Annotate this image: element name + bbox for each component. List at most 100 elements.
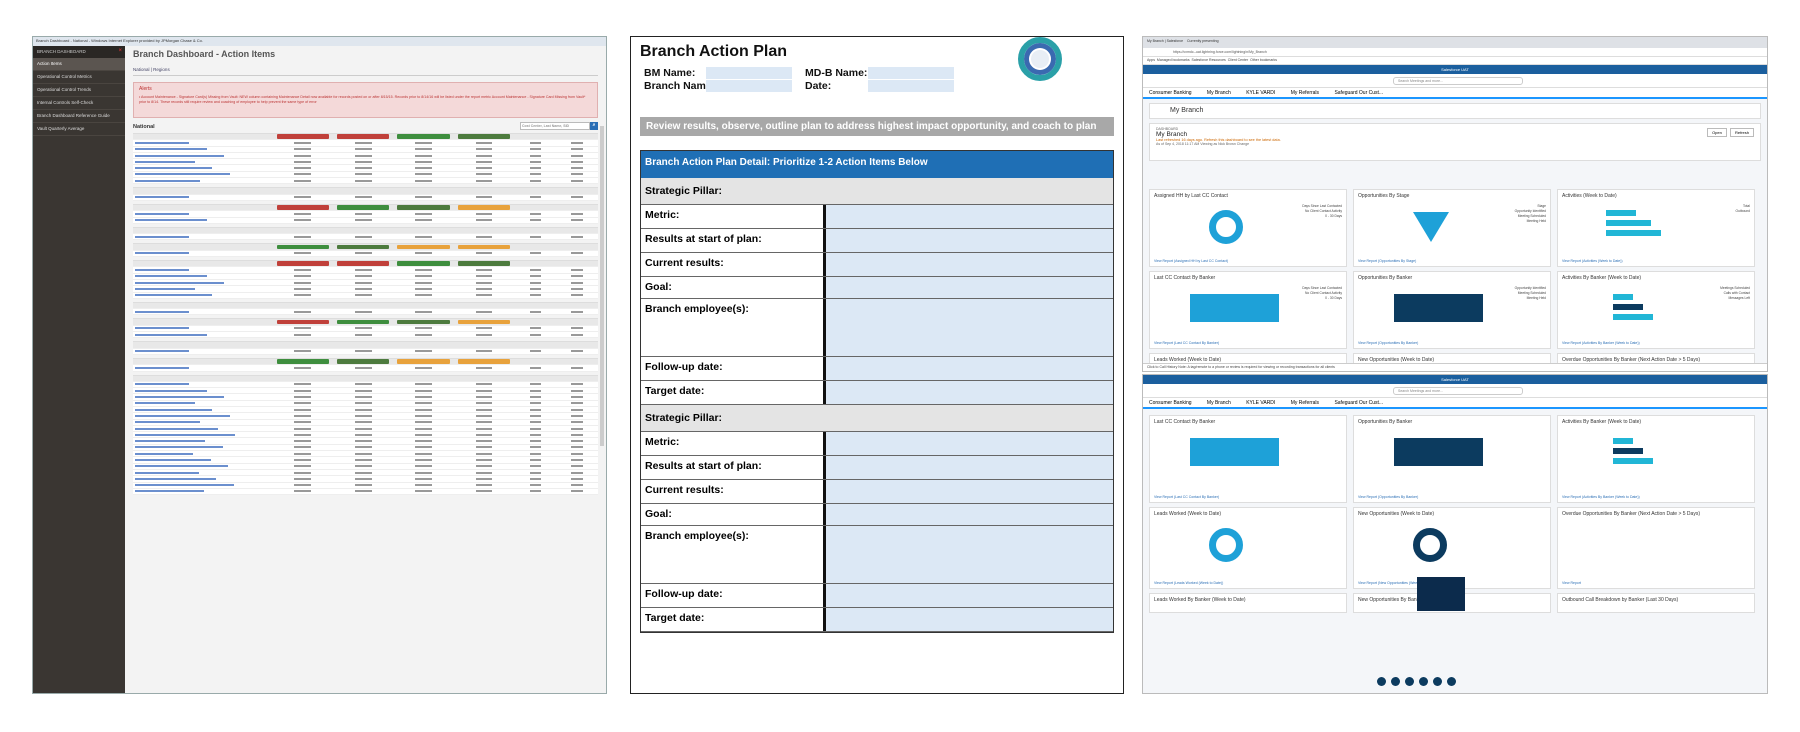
plan-row-input[interactable] xyxy=(826,299,1113,356)
tab-kyle-vardi[interactable]: KYLE VARDI xyxy=(1246,90,1276,96)
metric-link[interactable] xyxy=(135,427,218,430)
bar-chart-bar[interactable] xyxy=(1613,438,1633,444)
bm-name-field[interactable] xyxy=(706,67,792,79)
action-button-icon[interactable] xyxy=(1433,677,1442,686)
metric-link[interactable] xyxy=(135,471,199,474)
metric-link[interactable] xyxy=(135,160,195,163)
bar-chart-bar[interactable] xyxy=(1613,304,1643,310)
donut-chart[interactable] xyxy=(1209,210,1244,244)
table-row[interactable] xyxy=(133,489,598,496)
table-row[interactable] xyxy=(133,280,598,287)
plan-row-input[interactable] xyxy=(826,608,1113,631)
metric-link[interactable] xyxy=(135,275,207,278)
plan-row-input[interactable] xyxy=(826,526,1113,583)
table-row[interactable] xyxy=(133,218,598,224)
sidebar-item-action-items[interactable]: Action Items xyxy=(33,58,125,71)
table-row[interactable] xyxy=(133,267,598,274)
view-report-link[interactable]: View Report (Leads Worked (Week to Date)… xyxy=(1154,581,1224,585)
table-row[interactable] xyxy=(133,251,598,258)
metric-link[interactable] xyxy=(135,268,190,271)
table-row[interactable] xyxy=(133,451,598,458)
plan-row-input[interactable] xyxy=(826,504,1113,525)
metric-link[interactable] xyxy=(135,389,207,392)
sidebar-item-vault-average[interactable]: Vault Quarterly Average xyxy=(33,123,125,136)
bar-chart-bar[interactable] xyxy=(1606,210,1636,216)
metric-link[interactable] xyxy=(135,383,190,386)
action-button-icon[interactable] xyxy=(1447,677,1456,686)
plan-row-input[interactable] xyxy=(826,584,1113,607)
table-row[interactable] xyxy=(133,457,598,464)
refresh-button[interactable]: Refresh xyxy=(1729,128,1754,137)
sidebar-item-self-check[interactable]: Internal Controls Self-Check xyxy=(33,97,125,110)
table-row[interactable] xyxy=(133,195,598,201)
view-report-link[interactable]: View Report (New Opportunities (Week to … xyxy=(1358,581,1434,585)
plan-row-input[interactable] xyxy=(826,253,1113,276)
table-row[interactable] xyxy=(133,153,598,160)
table-row[interactable] xyxy=(133,165,598,172)
table-row[interactable] xyxy=(133,476,598,483)
view-report-link[interactable]: View Report (Last CC Contact By Banker) xyxy=(1154,341,1220,345)
plan-row-input[interactable] xyxy=(826,205,1113,228)
sidebar-item-reference-guide[interactable]: Branch Dashboard Reference Guide xyxy=(33,110,125,123)
date-field[interactable] xyxy=(868,80,954,92)
metric-link[interactable] xyxy=(135,173,230,176)
metric-link[interactable] xyxy=(135,287,195,290)
bar-chart-bar[interactable] xyxy=(1606,220,1651,226)
close-icon[interactable]: × xyxy=(118,48,122,54)
metric-link[interactable] xyxy=(135,294,213,297)
bar-chart-bar[interactable] xyxy=(1394,438,1484,466)
metric-link[interactable] xyxy=(135,179,201,182)
view-report-link[interactable]: View Report (Assigned HH by Last CC Cont… xyxy=(1154,259,1229,263)
table-row[interactable] xyxy=(133,274,598,280)
action-button-icon[interactable] xyxy=(1419,677,1428,686)
view-report-link[interactable]: View Report (Last CC Contact By Banker) xyxy=(1154,495,1220,499)
table-row[interactable] xyxy=(133,420,598,426)
table-row[interactable] xyxy=(133,332,598,339)
metric-link[interactable] xyxy=(135,167,213,170)
metric-link[interactable] xyxy=(135,235,190,238)
metric-link[interactable] xyxy=(135,366,190,369)
global-search-input[interactable]: Search Meetings and more... xyxy=(1393,77,1523,85)
table-row[interactable] xyxy=(133,382,598,389)
mdb-name-field[interactable] xyxy=(868,67,954,79)
metric-link[interactable] xyxy=(135,327,190,330)
view-report-link[interactable]: View Report xyxy=(1562,581,1582,585)
table-row[interactable] xyxy=(133,407,598,414)
table-row[interactable] xyxy=(133,438,598,445)
metric-link[interactable] xyxy=(135,196,190,199)
plan-row-input[interactable] xyxy=(826,480,1113,503)
plan-row-input[interactable] xyxy=(826,277,1113,298)
metric-link[interactable] xyxy=(135,281,225,284)
view-report-link[interactable]: View Report (Activities (Week to Date)) xyxy=(1562,259,1623,263)
bar-chart-bar[interactable] xyxy=(1606,230,1661,236)
bar-chart-bar[interactable] xyxy=(1190,294,1280,322)
metric-link[interactable] xyxy=(135,333,207,336)
metric-link[interactable] xyxy=(135,484,234,487)
tab-my-referrals[interactable]: My Referrals xyxy=(1290,90,1320,96)
bar-chart-bar[interactable] xyxy=(1613,314,1653,320)
table-row[interactable] xyxy=(133,326,598,333)
table-row[interactable] xyxy=(133,159,598,166)
table-row[interactable] xyxy=(133,470,598,477)
bar-chart-bar[interactable] xyxy=(1613,448,1643,454)
view-report-link[interactable]: View Report (Activities By Banker (Week … xyxy=(1562,495,1640,499)
metric-link[interactable] xyxy=(135,465,229,468)
table-row[interactable] xyxy=(133,349,598,355)
table-row[interactable] xyxy=(133,140,598,147)
open-button[interactable]: Open xyxy=(1707,128,1727,137)
metric-link[interactable] xyxy=(135,148,207,151)
metric-link[interactable] xyxy=(135,402,195,405)
bar-chart-bar[interactable] xyxy=(1190,438,1280,466)
bar-chart-bar[interactable] xyxy=(1613,294,1633,300)
metric-link[interactable] xyxy=(135,440,206,443)
table-row[interactable] xyxy=(133,426,598,433)
bar-chart-bar[interactable] xyxy=(1394,294,1484,322)
table-row[interactable] xyxy=(133,394,598,401)
search-icon[interactable]: ⌕ xyxy=(590,122,598,130)
metric-link[interactable] xyxy=(135,154,225,157)
table-row[interactable] xyxy=(133,388,598,395)
metric-link[interactable] xyxy=(135,477,217,480)
tab-safeguard-2[interactable]: Safeguard Our Cust... xyxy=(1334,400,1384,406)
sidebar-item-operational-trends[interactable]: Operational Control Trends xyxy=(33,84,125,97)
view-report-link[interactable]: View Report (Opportunities By Stage) xyxy=(1358,259,1417,263)
